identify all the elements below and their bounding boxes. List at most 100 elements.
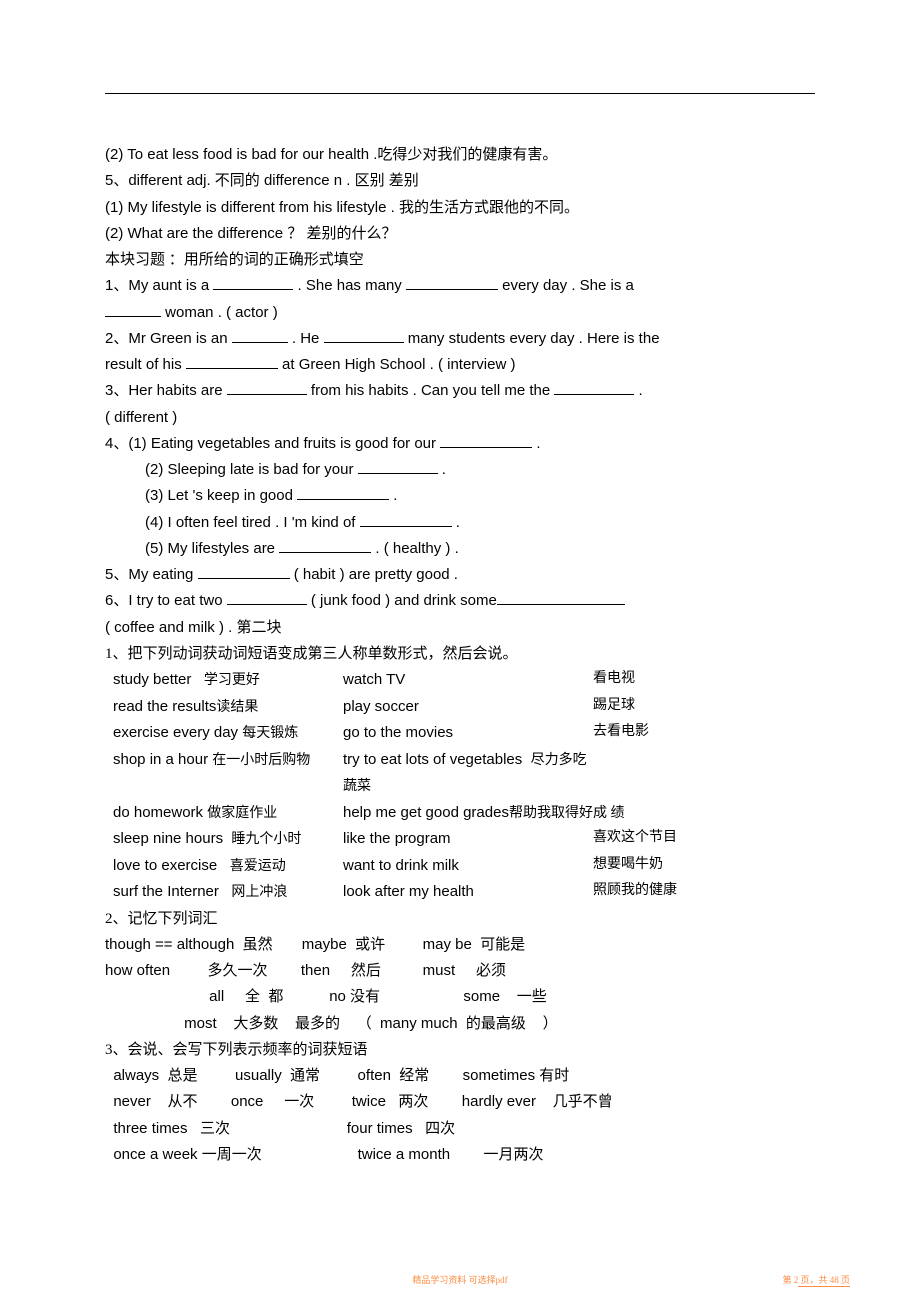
- fill-blank: [360, 513, 452, 527]
- text-fragment: exercise every day: [113, 724, 238, 741]
- fill-blank: [198, 565, 290, 579]
- vocab-cell: 喜欢这个节目: [593, 826, 815, 853]
- fill-blank: [227, 381, 307, 395]
- fill-blank: [213, 276, 293, 290]
- text-line: never 从不 once 一次 twice 两次 hardly ever 几乎…: [105, 1089, 815, 1115]
- text-fragment: . She has many: [293, 277, 406, 294]
- fill-blank: [186, 355, 278, 369]
- text-fragment: 帮助我取得好成 绩: [509, 806, 625, 821]
- text-fragment: woman . ( actor ): [161, 304, 278, 321]
- text-line: 1、My aunt is a . She has many every day …: [105, 273, 815, 299]
- text-fragment: study better: [113, 671, 191, 688]
- text-fragment: 4、(1) Eating vegetables and fruits is go…: [105, 435, 440, 452]
- text-fragment: (4) I often feel tired . I 'm kind of: [145, 514, 360, 531]
- text-fragment: result of his: [105, 356, 186, 373]
- text-fragment: 每天锻炼: [242, 726, 298, 741]
- header-rule: [105, 93, 815, 94]
- footer-center-text: 精品学习资料 可选择pdf: [412, 1273, 507, 1286]
- text-line: (1) My lifestyle is different from his l…: [105, 195, 815, 221]
- text-fragment: 3、Her habits are: [105, 382, 227, 399]
- vocab-row: love to exercise 喜爱运动 want to drink milk…: [105, 853, 815, 880]
- text-fragment: (2) Sleeping late is bad for your: [145, 461, 358, 478]
- vocab-cell: go to the movies: [343, 720, 593, 747]
- vocab-cell: read the results读结果: [113, 694, 343, 721]
- footer-page-number: 第 2 页，共 48 页: [782, 1273, 850, 1286]
- text-fragment: 读结果: [216, 700, 258, 715]
- text-fragment: 学习更好: [204, 673, 260, 688]
- text-fragment: 5、My eating: [105, 566, 198, 583]
- text-fragment: surf the Interner: [113, 883, 219, 900]
- text-line: all 全 都 no 没有 some 一些: [105, 984, 815, 1010]
- vocab-row: sleep nine hours 睡九个小时 like the program …: [105, 826, 815, 853]
- vocab-cell: like the program: [343, 826, 593, 853]
- vocab-cell: help me get good grades帮助我取得好成 绩: [343, 800, 624, 827]
- fill-blank: [105, 303, 161, 317]
- text-line: 5、different adj. 不同的 difference n . 区别 差…: [105, 168, 815, 194]
- text-fragment: .: [634, 382, 642, 399]
- vocab-cell: look after my health: [343, 879, 593, 906]
- vocab-cell: exercise every day 每天锻炼: [113, 720, 343, 747]
- vocab-cell: try to eat lots of vegetables 尽力多吃蔬菜: [343, 747, 593, 800]
- vocab-cell: sleep nine hours 睡九个小时: [113, 826, 343, 853]
- text-fragment: shop in a hour: [113, 751, 208, 768]
- text-fragment: love to exercise: [113, 857, 217, 874]
- text-line: 6、I try to eat two ( junk food ) and dri…: [105, 588, 815, 614]
- vocab-cell: love to exercise 喜爱运动: [113, 853, 343, 880]
- text-line: (3) Let 's keep in good .: [105, 483, 815, 509]
- text-fragment: do homework: [113, 804, 203, 821]
- text-fragment: 做家庭作业: [207, 806, 277, 821]
- vocab-row: surf the Interner 网上冲浪 look after my hea…: [105, 879, 815, 906]
- text-fragment: .: [452, 514, 460, 531]
- text-fragment: . He: [288, 330, 324, 347]
- text-line: ( coffee and milk ) . 第二块: [105, 615, 815, 641]
- text-line: 1、把下列动词获动词短语变成第三人称单数形式，然后会说。: [105, 641, 815, 667]
- vocab-row: shop in a hour 在一小时后购物 try to eat lots o…: [105, 747, 815, 800]
- text-line: (2) To eat less food is bad for our heal…: [105, 142, 815, 168]
- fill-blank: [440, 434, 532, 448]
- text-line: 4、(1) Eating vegetables and fruits is go…: [105, 431, 815, 457]
- fill-blank: [279, 539, 371, 553]
- text-fragment: .: [438, 461, 446, 478]
- vocab-cell: 踢足球: [593, 694, 815, 721]
- vocab-cell: surf the Interner 网上冲浪: [113, 879, 343, 906]
- text-line: 5、My eating ( habit ) are pretty good .: [105, 562, 815, 588]
- text-line: (4) I often feel tired . I 'm kind of .: [105, 510, 815, 536]
- vocab-cell: [593, 747, 815, 800]
- fill-blank: [324, 329, 404, 343]
- text-fragment: 6、I try to eat two: [105, 592, 227, 609]
- text-fragment: .: [389, 487, 397, 504]
- text-line: (5) My lifestyles are . ( healthy ) .: [105, 536, 815, 562]
- text-line: three times 三次 four times 四次: [105, 1116, 815, 1142]
- vocab-cell: shop in a hour 在一小时后购物: [113, 747, 343, 800]
- fill-blank: [497, 591, 625, 605]
- text-line: once a week 一周一次 twice a month 一月两次: [105, 1142, 815, 1168]
- vocab-row: exercise every day 每天锻炼 go to the movies…: [105, 720, 815, 747]
- text-line: woman . ( actor ): [105, 300, 815, 326]
- text-fragment: 1、My aunt is a: [105, 277, 213, 294]
- text-fragment: 在一小时后购物: [212, 753, 310, 768]
- text-fragment: from his habits . Can you tell me the: [307, 382, 555, 399]
- fill-blank: [297, 486, 389, 500]
- text-fragment: 喜爱运动: [230, 859, 286, 874]
- text-fragment: read the results: [113, 698, 216, 715]
- text-line: 3、会说、会写下列表示频率的词获短语: [105, 1037, 815, 1063]
- text-fragment: (5) My lifestyles are: [145, 540, 279, 557]
- text-line: 2、Mr Green is an . He many students ever…: [105, 326, 815, 352]
- text-fragment: try to eat lots of vegetables: [343, 751, 522, 768]
- text-fragment: many students every day . Here is the: [404, 330, 660, 347]
- text-fragment: at Green High School . ( interview ): [278, 356, 516, 373]
- text-fragment: .: [532, 435, 540, 452]
- text-fragment: 睡九个小时: [231, 832, 301, 847]
- text-line: though == although 虽然 maybe 或许 may be 可能…: [105, 932, 815, 958]
- vocab-row: do homework 做家庭作业 help me get good grade…: [105, 800, 815, 827]
- text-line: result of his at Green High School . ( i…: [105, 352, 815, 378]
- vocab-cell: 照顾我的健康: [593, 879, 815, 906]
- text-fragment: ( junk food ) and drink some: [307, 592, 497, 609]
- vocab-cell: watch TV: [343, 667, 593, 694]
- vocab-cell: 看电视: [593, 667, 815, 694]
- text-fragment: 网上冲浪: [231, 885, 287, 900]
- vocab-cell: want to drink milk: [343, 853, 593, 880]
- document-body: (2) To eat less food is bad for our heal…: [105, 142, 815, 1168]
- text-line: how often 多久一次 then 然后 must 必须: [105, 958, 815, 984]
- fill-blank: [554, 381, 634, 395]
